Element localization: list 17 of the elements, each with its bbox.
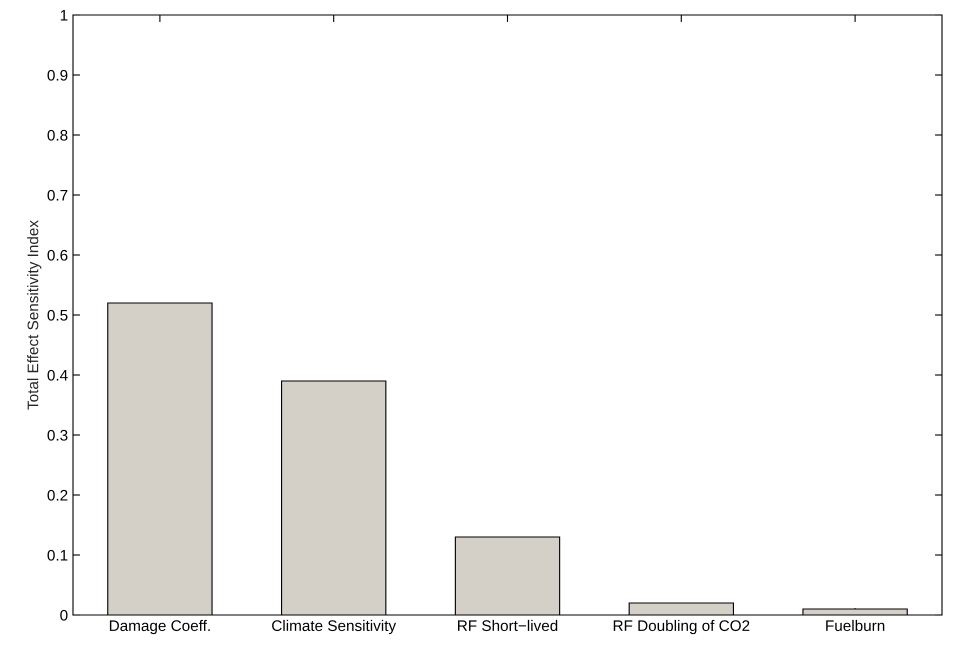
y-tick-label: 0.8 — [48, 130, 68, 141]
y-tick-label: 0.9 — [48, 70, 68, 81]
y-axis-title: Total Effect Sensitivity Index — [27, 220, 42, 410]
x-tick-label: Fuelburn — [826, 620, 884, 632]
x-tick-label: Climate Sensitivity — [272, 620, 396, 634]
y-tick-label: 0.3 — [48, 430, 68, 441]
y-tick-label: 0.7 — [48, 190, 68, 201]
y-tick-label: 1 — [60, 10, 68, 21]
y-tick-label: 0.2 — [48, 490, 68, 501]
x-tick-label: RF Short−lived — [458, 620, 558, 632]
y-tick-label: 0.1 — [48, 550, 68, 561]
x-tick-label: RF Doubling of CO2 — [614, 620, 750, 634]
y-tick-label: 0 — [60, 610, 68, 621]
y-tick-label: 0.4 — [48, 370, 68, 381]
y-tick-label: 0.5 — [48, 310, 68, 321]
x-tick-label: Damage Coeff. — [110, 620, 210, 634]
y-tick-label: 0.6 — [48, 250, 68, 261]
